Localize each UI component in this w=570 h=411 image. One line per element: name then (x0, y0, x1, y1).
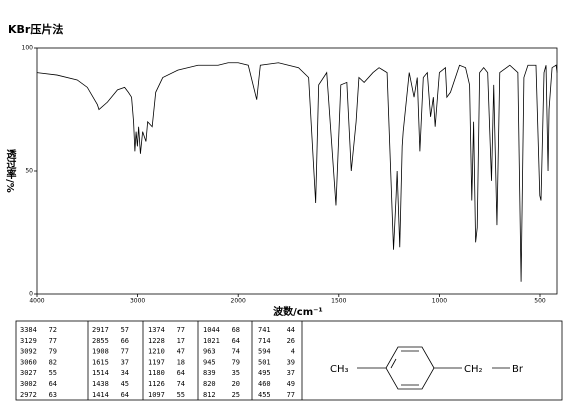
peak-transmittance: 74 (232, 348, 240, 356)
peak-wavenumber: 1514 (92, 369, 109, 377)
peak-transmittance: 64 (49, 380, 57, 388)
chem-group: CH₂ (464, 364, 483, 375)
peak-transmittance: 35 (232, 369, 240, 377)
peak-transmittance: 4 (291, 348, 295, 356)
chem-atom: Br (512, 364, 524, 375)
peak-wavenumber: 455 (258, 391, 271, 399)
x-axis-label: 波数/cm⁻¹ (273, 305, 323, 318)
peak-transmittance: 55 (177, 391, 185, 399)
peak-transmittance: 20 (232, 380, 240, 388)
peak-transmittance: 64 (177, 369, 185, 377)
x-tick-label: 1000 (432, 298, 447, 305)
peak-wavenumber: 1180 (148, 369, 165, 377)
peak-wavenumber: 1374 (148, 326, 165, 334)
x-tick-label: 4000 (29, 298, 44, 305)
peak-wavenumber: 2855 (92, 337, 109, 345)
spectrum-line (36, 62, 558, 282)
x-tick-label: 1500 (331, 298, 346, 305)
peak-wavenumber: 594 (258, 348, 271, 356)
peak-wavenumber: 741 (258, 326, 271, 334)
table-frame (15, 320, 563, 401)
peak-transmittance: 37 (287, 369, 295, 377)
peak-transmittance: 77 (287, 391, 295, 399)
peak-transmittance: 39 (287, 358, 295, 366)
peak-transmittance: 47 (177, 348, 185, 356)
x-tick-label: 2000 (231, 298, 246, 305)
peak-transmittance: 57 (121, 326, 129, 334)
x-tick-label: 3000 (130, 298, 145, 305)
y-axis-label: 透过率/% (4, 148, 16, 193)
peak-transmittance: 66 (121, 337, 129, 345)
peak-wavenumber: 495 (258, 369, 271, 377)
peak-transmittance: 74 (177, 380, 185, 388)
peak-wavenumber: 1197 (148, 358, 165, 366)
peak-wavenumber: 839 (203, 369, 216, 377)
plot-frame (36, 47, 558, 295)
peak-wavenumber: 3060 (20, 358, 37, 366)
peak-wavenumber: 1044 (203, 326, 220, 334)
peak-wavenumber: 1908 (92, 348, 109, 356)
peak-wavenumber: 2972 (20, 391, 37, 399)
peak-wavenumber: 3384 (20, 326, 37, 334)
peak-transmittance: 77 (49, 337, 57, 345)
peak-wavenumber: 1126 (148, 380, 165, 388)
chem-group: CH₃ (330, 364, 349, 375)
peak-transmittance: 79 (232, 358, 240, 366)
peak-transmittance: 45 (121, 380, 129, 388)
peak-transmittance: 34 (121, 369, 129, 377)
peak-transmittance: 17 (177, 337, 185, 345)
peak-transmittance: 79 (49, 348, 57, 356)
peak-wavenumber: 714 (258, 337, 271, 345)
page-title: KBr压片法 (8, 22, 63, 36)
y-tick-label: 100 (22, 45, 34, 52)
y-tick-label: 0 (29, 291, 33, 298)
peak-transmittance: 77 (121, 348, 129, 356)
peak-wavenumber: 3027 (20, 369, 37, 377)
peak-wavenumber: 3129 (20, 337, 37, 345)
peak-wavenumber: 1228 (148, 337, 165, 345)
peak-transmittance: 37 (121, 358, 129, 366)
peak-transmittance: 82 (49, 358, 57, 366)
y-tick-label: 50 (25, 168, 33, 175)
peak-transmittance: 25 (232, 391, 240, 399)
peak-wavenumber: 945 (203, 358, 216, 366)
peak-wavenumber: 3092 (20, 348, 37, 356)
peak-transmittance: 63 (49, 391, 57, 399)
peak-wavenumber: 1097 (148, 391, 165, 399)
peak-wavenumber: 820 (203, 380, 216, 388)
peak-transmittance: 55 (49, 369, 57, 377)
peak-transmittance: 77 (177, 326, 185, 334)
peak-transmittance: 49 (287, 380, 295, 388)
peak-wavenumber: 963 (203, 348, 216, 356)
peak-wavenumber: 2917 (92, 326, 109, 334)
peak-transmittance: 64 (232, 337, 240, 345)
peak-wavenumber: 1438 (92, 380, 109, 388)
peak-wavenumber: 812 (203, 391, 216, 399)
peak-transmittance: 68 (232, 326, 240, 334)
peak-transmittance: 18 (177, 358, 185, 366)
peak-wavenumber: 1414 (92, 391, 109, 399)
peak-wavenumber: 1615 (92, 358, 109, 366)
x-tick-label: 500 (534, 298, 546, 305)
peak-wavenumber: 1021 (203, 337, 220, 345)
peak-transmittance: 44 (287, 326, 295, 334)
peak-wavenumber: 460 (258, 380, 271, 388)
peak-wavenumber: 501 (258, 358, 271, 366)
peak-transmittance: 72 (49, 326, 57, 334)
peak-transmittance: 64 (121, 391, 129, 399)
peak-wavenumber: 1210 (148, 348, 165, 356)
peak-wavenumber: 3002 (20, 380, 37, 388)
structure-drawing (87, 321, 510, 400)
peak-transmittance: 26 (287, 337, 295, 345)
